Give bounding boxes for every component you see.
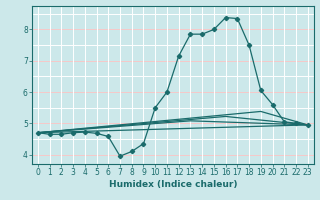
X-axis label: Humidex (Indice chaleur): Humidex (Indice chaleur) xyxy=(108,180,237,189)
